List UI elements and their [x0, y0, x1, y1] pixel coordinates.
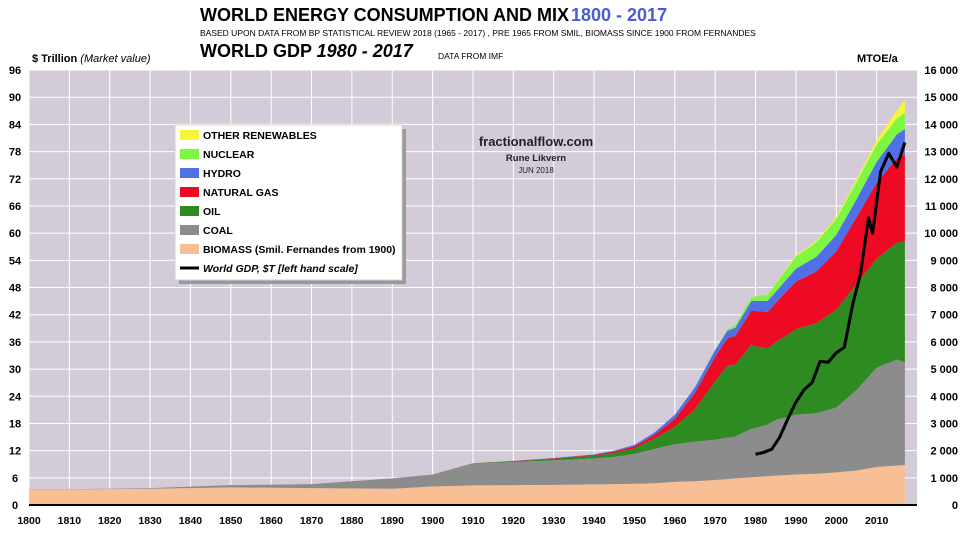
left-tick-label: 90: [9, 92, 21, 104]
x-tick-label: 1840: [179, 515, 203, 527]
right-tick-label: 13 000: [924, 147, 958, 159]
left-tick-label: 72: [9, 174, 21, 186]
watermark-date: JUN 2018: [518, 166, 554, 175]
right-tick-label: 3 000: [930, 418, 958, 430]
left-tick-label: 84: [9, 119, 22, 131]
left-axis-label-bold: $ Trillion: [32, 53, 81, 65]
x-tick-label: 1800: [17, 515, 41, 527]
area-natural-gas: [29, 154, 905, 490]
x-tick-label: 1940: [582, 515, 606, 527]
chart-title-years: 1800 - 2017: [571, 5, 668, 25]
x-tick-label: 1910: [461, 515, 485, 527]
watermark-site: fractionalflow.com: [479, 134, 593, 149]
x-tick-label: 1900: [421, 515, 445, 527]
legend-label-other-renewables: OTHER RENEWABLES: [203, 130, 317, 142]
x-tick-label: 1960: [663, 515, 687, 527]
left-tick-label: 30: [9, 364, 21, 376]
right-tick-label: 14 000: [924, 119, 958, 131]
right-tick-label: 15 000: [924, 92, 958, 104]
right-tick-label: 9 000: [930, 255, 958, 267]
legend-label-natural-gas: NATURAL GAS: [203, 187, 278, 199]
left-axis-label-italic: (Market value): [80, 53, 151, 65]
x-tick-label: 1830: [138, 515, 162, 527]
chart-subtitle: BASED UPON DATA FROM BP STATISTICAL REVI…: [200, 28, 756, 38]
x-tick-label: 1850: [219, 515, 243, 527]
right-tick-label: 6 000: [930, 337, 958, 349]
watermark: fractionalflow.com Rune Likvern JUN 2018: [479, 134, 593, 175]
x-tick-label: 1970: [704, 515, 728, 527]
legend-swatch-nuclear: [180, 149, 199, 159]
legend-label-nuclear: NUCLEAR: [203, 149, 255, 161]
right-tick-label: 8 000: [930, 283, 958, 295]
left-tick-label: 78: [9, 147, 21, 159]
legend: OTHER RENEWABLES NUCLEAR HYDRO NATURAL GAS O…: [174, 124, 406, 284]
x-tick-label: 1950: [623, 515, 647, 527]
right-tick-label: 2 000: [930, 446, 958, 458]
chart-title: WORLD ENERGY CONSUMPTION AND MIX: [200, 5, 570, 25]
stacked-areas: [29, 99, 905, 505]
left-tick-label: 24: [9, 391, 22, 403]
x-tick-label: 1990: [784, 515, 808, 527]
legend-box: [174, 124, 403, 281]
area-hydro: [29, 129, 905, 490]
right-tick-label: 7 000: [930, 310, 958, 322]
left-tick-label: 6: [12, 473, 18, 485]
x-tick-label: 1930: [542, 515, 566, 527]
right-tick-label: 5 000: [930, 364, 958, 376]
legend-label-hydro: HYDRO: [203, 168, 241, 180]
legend-swatch-coal: [180, 225, 199, 235]
right-tick-label: 1 000: [930, 473, 958, 485]
legend-label-gdp: World GDP, $T [left hand scale]: [203, 263, 358, 275]
gdp-line: [755, 142, 907, 456]
x-tick-label: 1920: [502, 515, 526, 527]
left-tick-label: 36: [9, 337, 21, 349]
legend-label-coal: COAL: [203, 225, 233, 237]
x-tick-label: 2010: [865, 515, 889, 527]
legend-label-oil: OIL: [203, 206, 221, 218]
legend-swatch-other-renewables: [180, 130, 199, 140]
right-tick-label: 10 000: [924, 228, 958, 240]
gdp-title-years: 1980 - 2017: [316, 41, 413, 61]
x-tick-label: 1810: [58, 515, 82, 527]
x-tick-label: 1820: [98, 515, 122, 527]
left-tick-label: 54: [9, 255, 22, 267]
left-tick-label: 48: [9, 283, 21, 295]
right-tick-label: 12 000: [924, 174, 958, 186]
legend-label-biomass: BIOMASS (Smil. Fernandes from 1900): [203, 244, 396, 256]
left-axis-label: $ Trillion (Market value): [32, 53, 151, 65]
x-tick-label: 1980: [744, 515, 768, 527]
left-tick-label: 66: [9, 201, 21, 213]
x-tick-label: 1890: [381, 515, 405, 527]
right-axis-label: MTOE/a: [857, 53, 898, 65]
right-tick-label: 0: [952, 500, 958, 512]
gdp-title: WORLD GDP 1980 - 2017: [200, 41, 413, 62]
left-tick-label: 0: [12, 500, 18, 512]
left-tick-label: 60: [9, 228, 21, 240]
gdp-title-prefix: WORLD GDP: [200, 41, 317, 61]
legend-swatch-hydro: [180, 168, 199, 178]
x-tick-label: 1860: [260, 515, 284, 527]
area-coal: [29, 359, 905, 491]
gdp-source: DATA FROM IMF: [438, 51, 504, 61]
left-tick-label: 12: [9, 446, 21, 458]
right-tick-label: 11 000: [925, 201, 958, 213]
watermark-author: Rune Likvern: [506, 153, 566, 164]
left-tick-label: 96: [9, 65, 21, 77]
legend-swatch-oil: [180, 206, 199, 216]
area-biomass: [29, 465, 905, 505]
area-oil: [29, 241, 905, 490]
gdp-line-group: [755, 142, 907, 456]
right-tick-label: 16 000: [924, 65, 958, 77]
legend-swatch-biomass: [180, 244, 199, 254]
left-tick-label: 42: [9, 310, 21, 322]
axes: 0 6 12 18 24 30 36 42 48 54 60 66 72 78 84 90 96 0 1 000 2 …: [9, 65, 958, 527]
x-tick-label: 1870: [300, 515, 324, 527]
legend-swatch-natural-gas: [180, 187, 199, 197]
left-tick-label: 18: [9, 418, 21, 430]
x-tick-label: 1880: [340, 515, 364, 527]
right-tick-label: 4 000: [930, 391, 958, 403]
x-tick-label: 2000: [825, 515, 849, 527]
